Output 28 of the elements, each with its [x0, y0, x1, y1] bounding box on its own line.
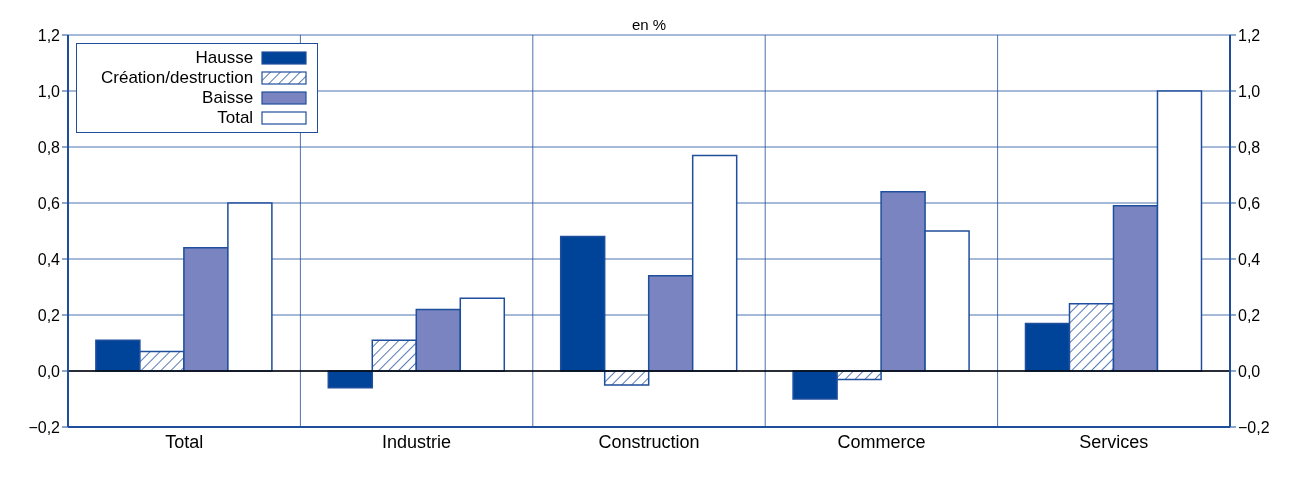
y-tick-label: −0,2	[28, 418, 61, 436]
x-tick-label: Industrie	[382, 431, 452, 452]
y-tick-label: 0,6	[37, 194, 61, 212]
legend-label: Baisse	[202, 88, 254, 108]
y2-tick-label: 0,2	[1238, 306, 1261, 324]
y2-tick-label: 0,8	[1238, 138, 1261, 156]
legend-label: Création/destruction	[101, 68, 254, 88]
y2-tick-label: −0,2	[1238, 418, 1270, 436]
x-tick-label: Construction	[598, 431, 700, 452]
x-tick-label: Services	[1079, 431, 1149, 452]
y-tick-label: 0,0	[37, 362, 61, 380]
y-tick-label: 1,0	[37, 82, 61, 100]
y2-tick-label: 1,2	[1238, 26, 1261, 44]
y2-tick-label: 1,0	[1238, 82, 1261, 100]
y-tick-label: 0,2	[37, 306, 61, 324]
x-tick-label: Total	[165, 431, 204, 452]
y2-tick-label: 0,4	[1238, 250, 1261, 268]
y-axis-title: en %	[630, 16, 668, 33]
legend-label: Total	[217, 108, 254, 128]
bar	[327, 370, 374, 389]
y-tick-label: 0,8	[37, 138, 61, 156]
bar	[603, 370, 650, 386]
x-tick-label: Commerce	[837, 431, 926, 452]
y2-tick-label: 0,6	[1238, 194, 1261, 212]
y2-tick-label: 0,0	[1238, 362, 1261, 380]
y-tick-label: 1,2	[37, 26, 61, 44]
legend-label: Hausse	[195, 48, 254, 68]
y-tick-label: 0,4	[37, 250, 61, 268]
